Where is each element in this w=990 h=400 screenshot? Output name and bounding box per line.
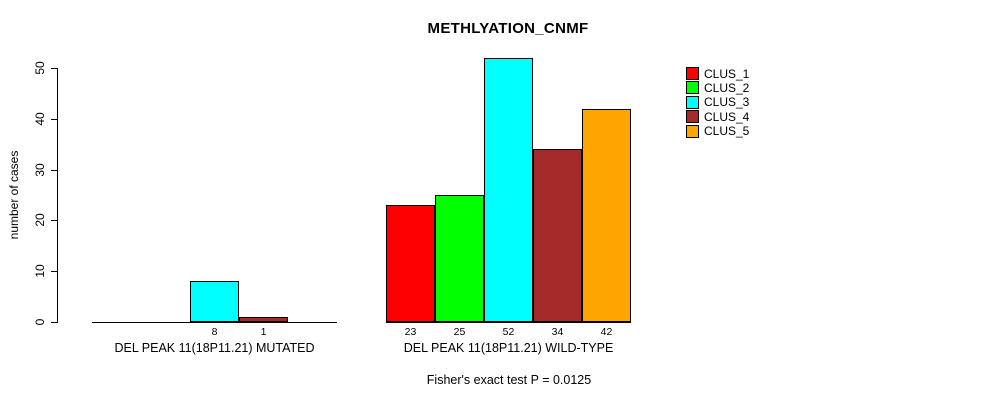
legend-swatch-clus_3 [686,95,699,109]
legend-row: CLUS_4 [686,109,750,124]
y-axis-tick [51,118,57,120]
y-axis-tick-label: 40 [33,112,47,126]
legend-row: CLUS_5 [686,124,750,139]
y-axis-tick-label: 30 [33,162,47,177]
y-axis-line [57,68,58,323]
legend-label: CLUS_2 [704,80,750,95]
legend-row: CLUS_2 [686,80,750,95]
x-axis-baseline [92,322,337,323]
y-axis-tick [51,322,57,323]
bar-clus_4 [239,316,288,322]
bar-value-label: 34 [551,326,564,338]
bar-value-label: 52 [502,326,515,338]
group-label: DEL PEAK 11(18P11.21) MUTATED [114,341,315,355]
group-label: DEL PEAK 11(18P11.21) WILD-TYPE [403,341,614,355]
legend-swatch-clus_5 [686,124,699,138]
legend-swatch-clus_1 [686,67,699,80]
bar-value-label: 1 [260,326,267,338]
bar-value-label: 25 [453,326,466,338]
x-axis-baseline [386,322,631,323]
legend-label: CLUS_4 [704,109,750,124]
legend-row: CLUS_1 [686,66,750,81]
y-axis-tick [51,68,57,69]
legend-label: CLUS_3 [704,95,750,110]
y-axis-tick-label: 50 [33,61,47,75]
bar-clus_1 [386,205,435,322]
bar-value-label: 8 [211,326,218,338]
bar-clus_2 [435,195,484,322]
bar-clus_5 [582,108,631,322]
y-axis-tick [51,169,57,171]
fisher-test-annotation: Fisher's exact test P = 0.0125 [426,373,592,387]
y-axis-tick-label: 10 [33,264,47,278]
bar-clus_4 [533,149,582,322]
bar-value-label: 42 [600,326,613,338]
y-axis-tick [51,271,57,273]
legend: CLUS_1 CLUS_2 CLUS_3 CLUS_4 CLUS_5 [686,67,749,139]
y-axis-tick [51,220,57,222]
bar-clus_3 [190,281,239,322]
legend-label: CLUS_5 [704,124,750,139]
y-axis-title: number of cases [7,150,21,240]
legend-swatch-clus_4 [686,110,699,124]
legend-row: CLUS_3 [686,95,750,110]
legend-label: CLUS_1 [704,66,750,81]
legend-swatch-clus_2 [686,81,699,95]
y-axis-tick-label: 0 [33,318,47,326]
bar-clus_3 [484,57,533,322]
bar-value-label: 23 [404,326,417,338]
chart-title: METHLYATION_CNMF [427,20,589,37]
y-axis-tick-label: 20 [33,213,47,228]
